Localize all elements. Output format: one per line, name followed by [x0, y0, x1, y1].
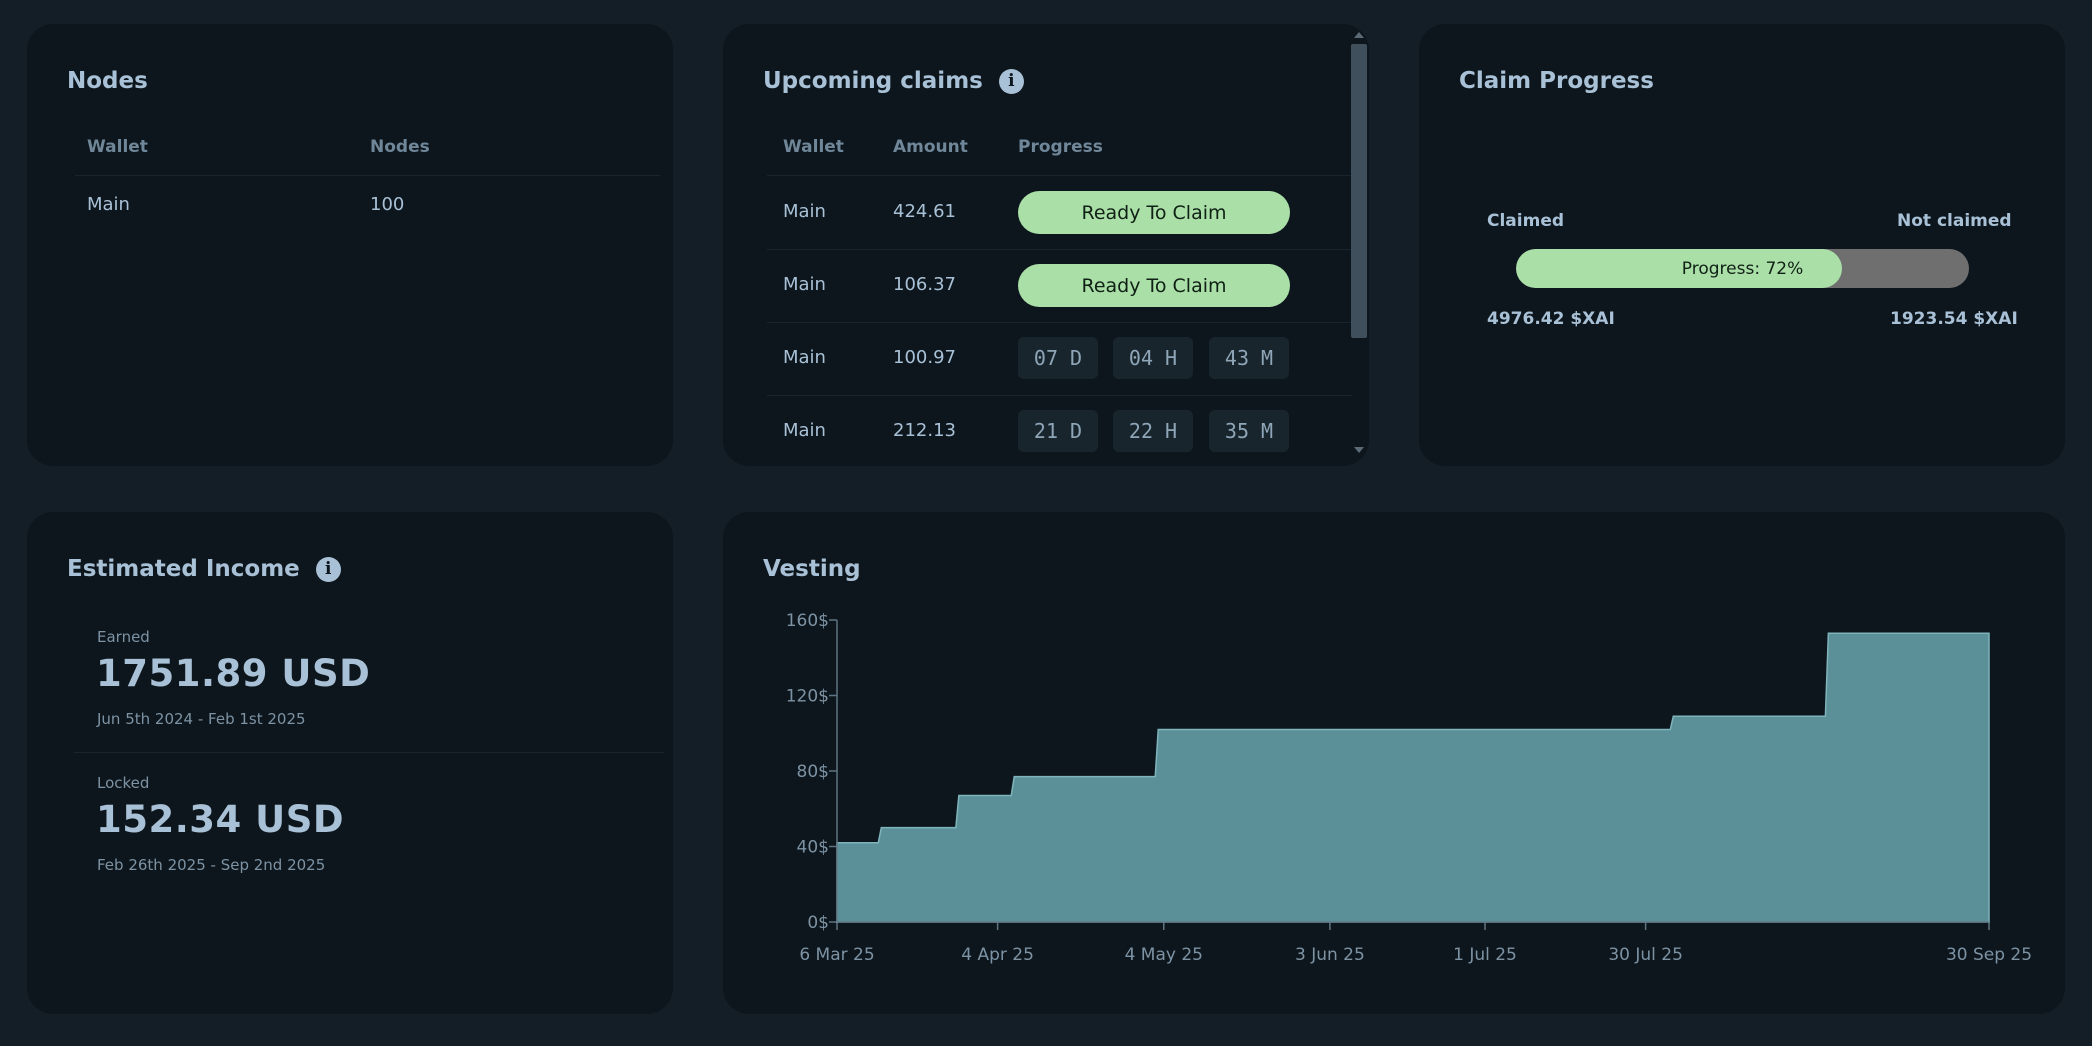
earned-value: 1751.89 USD [96, 652, 371, 695]
claims-col-progress: Progress [1018, 137, 1103, 157]
scroll-down-arrow[interactable] [1354, 447, 1364, 453]
countdown-hours: 04 H [1113, 337, 1193, 379]
x-tick-label: 4 May 25 [1125, 945, 1203, 965]
y-tick-label: 0$ [807, 913, 829, 933]
ready-to-claim-button[interactable]: Ready To Claim [1018, 191, 1290, 234]
claims-divider [767, 395, 1352, 396]
claim-row-amount: 100.97 [893, 347, 956, 368]
claim-row-amount: 106.37 [893, 274, 956, 295]
claim-row-amount: 424.61 [893, 201, 956, 222]
claim-row-amount: 212.13 [893, 420, 956, 441]
claims-divider [767, 249, 1352, 250]
claim-progress-text: Progress: 72% [1681, 258, 1804, 279]
y-tick-label: 160$ [786, 611, 829, 631]
nodes-header-divider [75, 175, 660, 176]
upcoming-claims-card: Upcoming claims i Wallet Amount Progress… [723, 24, 1369, 466]
claims-col-amount: Amount [893, 137, 968, 157]
claim-row-wallet: Main [783, 274, 826, 295]
y-tick-label: 120$ [786, 687, 829, 707]
not-claimed-amount: 1923.54 $XAI [1890, 309, 2018, 329]
vesting-title: Vesting [763, 556, 861, 582]
x-tick-label: 6 Mar 25 [799, 945, 874, 965]
x-tick-label: 1 Jul 25 [1453, 945, 1517, 965]
income-title-text: Estimated Income [67, 556, 300, 582]
countdown-days: 21 D [1018, 410, 1098, 452]
vesting-area [836, 632, 1990, 923]
ready-to-claim-button[interactable]: Ready To Claim [1018, 264, 1290, 307]
claim-row-wallet: Main [783, 347, 826, 368]
vesting-chart: 0$ 40$ 80$ 120$ 160$ 6 Mar 25 4 Apr 25 4 May 2… [786, 611, 2032, 965]
locked-label: Locked [97, 774, 150, 792]
y-axis: 0$ 40$ 80$ 120$ 160$ [786, 611, 837, 933]
scrollbar-thumb[interactable] [1351, 44, 1367, 338]
scroll-up-arrow[interactable] [1354, 32, 1364, 38]
claimed-amount: 4976.42 $XAI [1487, 309, 1615, 329]
x-tick-label: 3 Jun 25 [1295, 945, 1365, 965]
info-icon[interactable]: i [998, 68, 1024, 94]
info-icon[interactable]: i [315, 556, 341, 582]
claimed-label: Claimed [1487, 211, 1565, 231]
claims-title-text: Upcoming claims [763, 68, 983, 94]
earned-label: Earned [97, 628, 150, 646]
nodes-card: Nodes Wallet Nodes Main 100 [27, 24, 673, 466]
nodes-row-wallet: Main [87, 194, 130, 215]
y-tick-label: 80$ [797, 762, 829, 782]
countdown-days: 07 D [1018, 337, 1098, 379]
claims-divider [767, 322, 1352, 323]
not-claimed-label: Not claimed [1897, 211, 2012, 231]
claim-row-wallet: Main [783, 420, 826, 441]
claims-col-wallet: Wallet [783, 137, 844, 157]
claim-progress-fill [1516, 249, 1843, 288]
estimated-income-card: Estimated Income i Earned 1751.89 USD Ju… [27, 512, 673, 1014]
claims-title: Upcoming claims i [763, 68, 1024, 94]
claim-progress-title: Claim Progress [1459, 68, 1654, 94]
claim-row-wallet: Main [783, 201, 826, 222]
nodes-title: Nodes [67, 68, 148, 94]
locked-range: Feb 26th 2025 - Sep 2nd 2025 [97, 856, 326, 874]
claim-progress-bar: Progress: 72% [1516, 249, 1969, 288]
nodes-col-wallet: Wallet [87, 137, 148, 157]
y-tick-label: 40$ [797, 838, 829, 858]
claim-progress-card [1419, 24, 2065, 466]
countdown-hours: 22 H [1113, 410, 1193, 452]
nodes-col-nodes: Nodes [370, 137, 430, 157]
x-axis: 6 Mar 25 4 Apr 25 4 May 25 3 Jun 25 1 Jul 25… [799, 922, 2032, 965]
countdown-minutes: 35 M [1209, 410, 1289, 452]
earned-range: Jun 5th 2024 - Feb 1st 2025 [97, 710, 306, 728]
x-tick-label: 30 Sep 25 [1946, 945, 2032, 965]
x-tick-label: 4 Apr 25 [961, 945, 1034, 965]
nodes-row-count: 100 [370, 194, 405, 215]
locked-value: 152.34 USD [96, 798, 345, 841]
claims-divider [767, 175, 1352, 176]
x-tick-label: 30 Jul 25 [1608, 945, 1683, 965]
income-divider [74, 752, 664, 753]
countdown-minutes: 43 M [1209, 337, 1289, 379]
income-title: Estimated Income i [67, 556, 341, 582]
